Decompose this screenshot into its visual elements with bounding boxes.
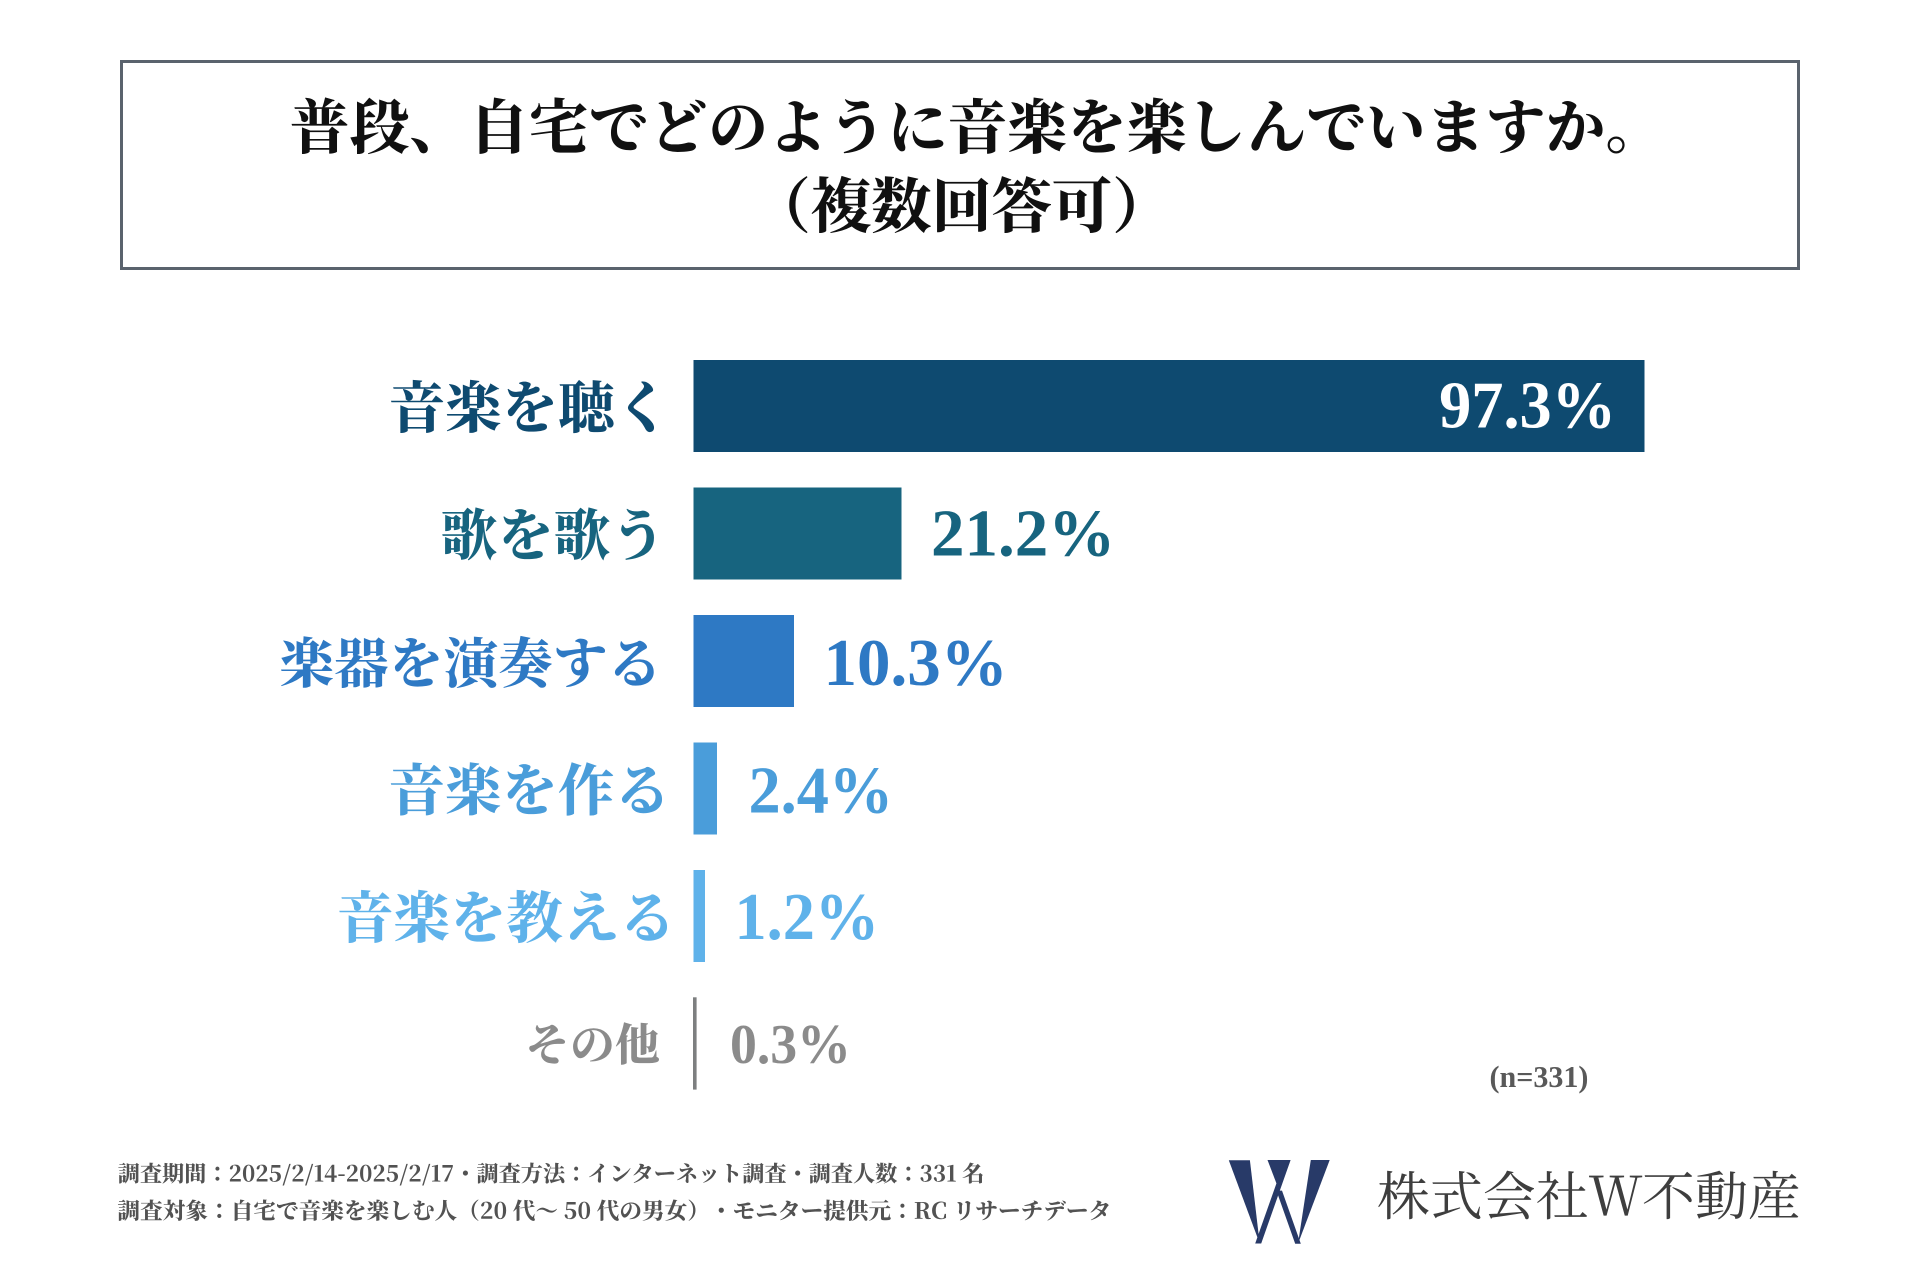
svg-text:0.3%: 0.3%: [730, 1013, 851, 1075]
svg-text:2.4%: 2.4%: [749, 753, 894, 827]
svg-text:1.2%: 1.2%: [735, 880, 880, 954]
svg-text:(n=331): (n=331): [1490, 1060, 1589, 1095]
svg-text:10.3%: 10.3%: [824, 626, 1008, 700]
svg-text:21.2%: 21.2%: [931, 497, 1115, 571]
svg-text:97.3%: 97.3%: [1439, 368, 1616, 442]
